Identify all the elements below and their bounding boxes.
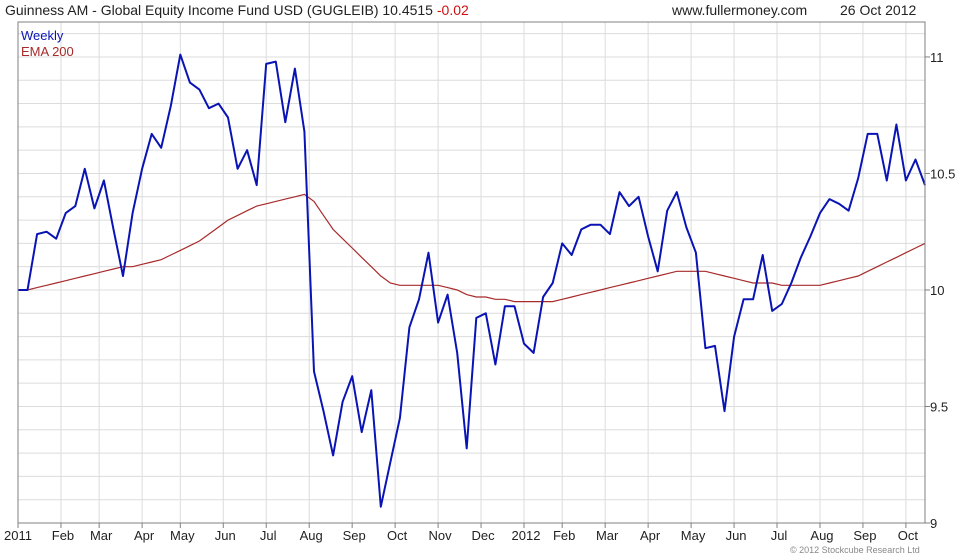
weekly-price-line xyxy=(18,53,926,508)
y-axis: 9 9.5 10 10.5 11 xyxy=(925,50,955,531)
price-change: -0.02 xyxy=(436,2,469,18)
x-tick-label: Aug xyxy=(810,528,833,543)
x-tick-label: Aug xyxy=(300,528,323,543)
x-tick-label: Dec xyxy=(471,528,495,543)
legend-entry-weekly: Weekly xyxy=(21,28,64,43)
x-tick-label: Apr xyxy=(134,528,155,543)
x-tick-label: Nov xyxy=(429,528,453,543)
x-tick-label: Mar xyxy=(90,528,113,543)
x-tick-label: May xyxy=(681,528,706,543)
x-tick-label: Feb xyxy=(52,528,74,543)
x-axis: 2011 Feb Mar Apr May Jun Jul Aug Sep Oct Nov Dec 201… xyxy=(4,523,918,543)
x-tick-label: Jun xyxy=(726,528,747,543)
x-tick-label: Jul xyxy=(771,528,788,543)
chart-header: Guinness AM - Global Equity Income Fund … xyxy=(0,0,980,22)
x-tick-label: Apr xyxy=(640,528,661,543)
y-tick-label: 10.5 xyxy=(930,166,955,181)
x-tick-label: 2012 xyxy=(512,528,541,543)
y-tick-label: 10 xyxy=(930,283,944,298)
x-tick-label: 2011 xyxy=(4,528,32,543)
x-tick-label: Sep xyxy=(343,528,366,543)
legend-entry-ema-200: EMA 200 xyxy=(21,44,74,59)
series-group xyxy=(18,53,926,508)
plot-frame xyxy=(17,21,926,524)
x-tick-label: Jun xyxy=(215,528,236,543)
x-tick-label: Jul xyxy=(260,528,277,543)
x-tick-label: Oct xyxy=(387,528,408,543)
x-tick-label: Sep xyxy=(853,528,876,543)
x-tick-label: Mar xyxy=(596,528,619,543)
copyright-notice: © 2012 Stockcube Research Ltd xyxy=(790,545,920,555)
y-tick-label: 9.5 xyxy=(930,399,948,414)
x-tick-label: Oct xyxy=(898,528,919,543)
source-site: www.fullermoney.com xyxy=(672,2,808,18)
y-tick-label: 11 xyxy=(930,50,944,65)
x-tick-label: May xyxy=(170,528,195,543)
y-tick-label: 9 xyxy=(930,516,937,531)
grid xyxy=(17,22,925,524)
x-tick-label: Feb xyxy=(553,528,575,543)
chart-date: 26 Oct 2012 xyxy=(840,2,917,18)
ema-200-line xyxy=(18,193,926,303)
chart-title: Guinness AM - Global Equity Income Fund … xyxy=(5,2,469,18)
